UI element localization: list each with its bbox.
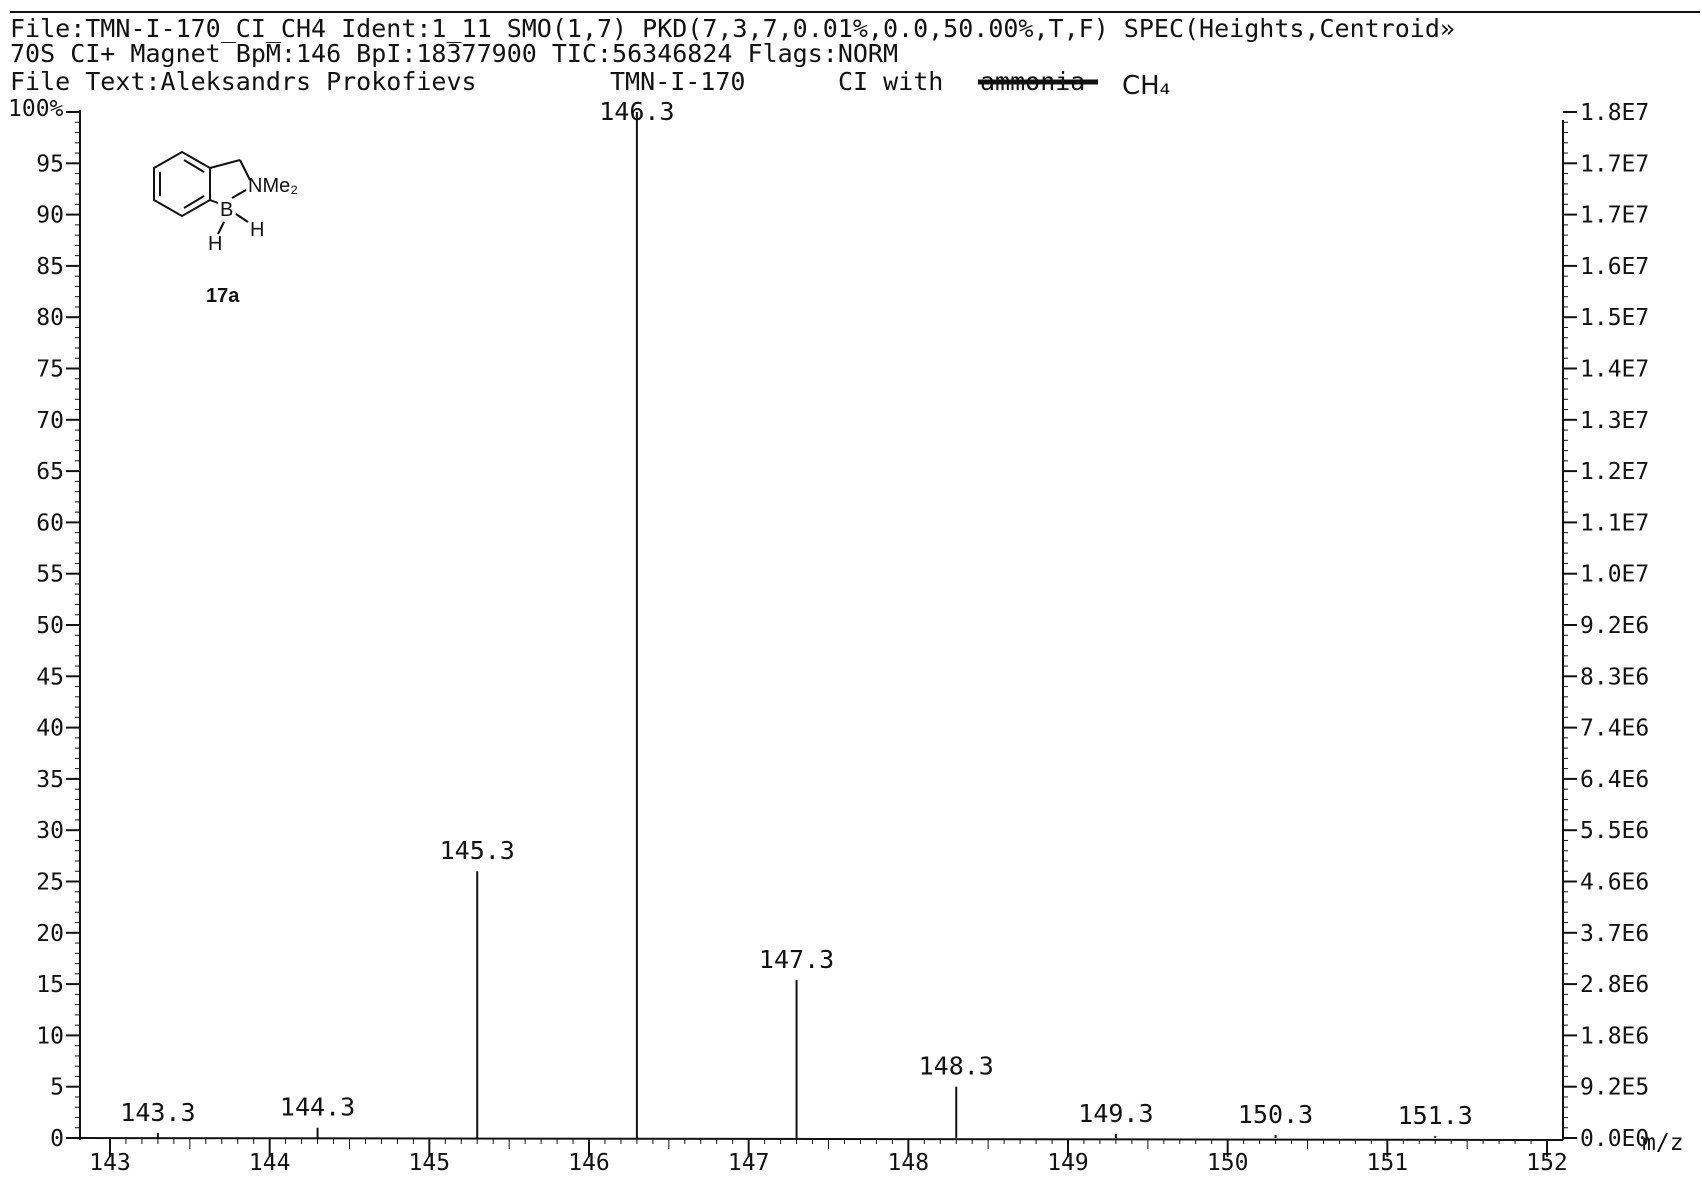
benzene-ring [153,150,211,218]
left-axis-tick-label: 75 [36,357,64,383]
x-axis-ticks: 143 144 145 146 147 148 149 150 151 152 [89,1139,1568,1176]
left-axis-tick-label: 15 [36,972,64,998]
right-axis-tick-label: 1.8E7 [1580,100,1649,126]
bn-bond [231,189,247,199]
left-axis-tick-label: 40 [36,716,64,742]
left-axis-tick-label: 85 [36,254,64,280]
x-axis [79,1137,1564,1141]
boron-label: B [220,199,233,221]
right-axis-tick-label: 8.3E6 [1580,664,1649,690]
peak-label: 143.3 [120,1098,195,1127]
cb-bond [209,199,219,204]
header-handwritten-reagent: CH₄ [1122,71,1170,101]
x-axis-tick-label: 146 [568,1150,610,1176]
header-line-2: 70S CI+ Magnet BpM:146 BpI:18377900 TIC:… [10,39,898,68]
x-axis-tick-label: 152 [1526,1150,1568,1176]
hydrogen-label: H [250,219,264,241]
right-axis-tick-label: 9.2E6 [1580,613,1649,639]
peak-label: 149.3 [1078,1099,1153,1128]
spectrum-peaks: 143.3 144.3 145.3 146.3 147.3 148.3 149.3 150.3… [120,97,1473,1138]
x-axis-tick-label: 148 [888,1150,930,1176]
aromatic-double-bond [183,195,205,209]
right-axis-tick-label: 1.6E7 [1580,254,1649,280]
right-axis-tick-label: 1.5E7 [1580,305,1649,331]
peak-label: 147.3 [759,945,834,974]
cn-bond [239,159,251,181]
peak-label: 144.3 [280,1093,355,1122]
header-line-1: File:TMN-I-170_CI_CH4 Ident:1_11 SMO(1,7… [10,14,1455,43]
left-axis-tick-label: 25 [36,870,64,896]
header-sample-id: TMN-I-170 [610,67,745,96]
x-axis-label: m/z [1642,1130,1684,1156]
hydrogen-label: H [208,233,222,255]
peak-label: 148.3 [919,1052,994,1081]
right-axis-tick-label: 1.7E7 [1580,203,1649,229]
peak-label: 151.3 [1398,1101,1473,1130]
compound-label: 17a [206,285,240,307]
left-axis-tick-label: 80 [36,305,64,331]
left-axis-tick-label: 60 [36,510,64,536]
left-axis-tick-label: 95 [36,151,64,177]
right-axis-tick-label: 1.0E7 [1580,562,1649,588]
right-axis-tick-label: 9.2E5 [1580,1075,1649,1101]
x-axis-tick-label: 143 [89,1150,131,1176]
left-axis-tick-label: 65 [36,459,64,485]
left-axis-tick-label: 45 [36,664,64,690]
aromatic-double-bond [183,159,205,173]
x-axis-tick-label: 149 [1047,1150,1089,1176]
peak-label: 145.3 [440,836,515,865]
right-axis-tick-label: 1.1E7 [1580,510,1649,536]
left-axis-tick-label: 90 [36,203,64,229]
nme2-label: NMe₂ [248,175,298,197]
right-axis-tick-label: 4.6E6 [1580,870,1649,896]
peak-label: 150.3 [1238,1100,1313,1129]
left-axis-tick-label: 20 [36,921,64,947]
left-axis-tick-label: 0 [50,1126,64,1152]
right-axis-tick-label: 1.8E6 [1580,1023,1649,1049]
right-axis-tick-label: 1.2E7 [1580,459,1649,485]
right-axis-tick-label: 6.4E6 [1580,767,1649,793]
left-axis-tick-label: 70 [36,408,64,434]
right-axis-tick-label: 3.7E6 [1580,921,1649,947]
y-axis-top-label: 100% [8,96,64,122]
x-axis-tick-label: 151 [1367,1150,1409,1176]
header-ci-with: CI with [838,67,943,96]
bh-bond [235,213,249,223]
peak-label: 146.3 [599,97,674,126]
right-axis-ticks: 0.0E0 9.2E5 1.8E6 2.8E6 3.7E6 4.6E6 5.5E6 6.4E6… [1563,100,1649,1152]
left-axis-tick-label: 35 [36,767,64,793]
molecule-structure-17a: NMe₂ B H H 17a [153,150,298,307]
bh-bond [217,221,225,235]
right-axis-tick-label: 1.3E7 [1580,408,1649,434]
x-axis-tick-label: 144 [249,1150,291,1176]
x-axis-tick-label: 150 [1207,1150,1249,1176]
header-file-text: File Text:Aleksandrs Prokofievs [10,67,477,96]
right-axis-tick-label: 1.4E7 [1580,357,1649,383]
left-axis-tick-label: 30 [36,818,64,844]
x-axis-tick-label: 145 [409,1150,451,1176]
x-axis-tick-label: 147 [728,1150,770,1176]
left-axis-tick-label: 10 [36,1023,64,1049]
right-axis-tick-label: 0.0E0 [1580,1126,1649,1152]
left-axis-tick-label: 5 [50,1075,64,1101]
left-axis-ticks: 0 5 10 15 20 25 30 35 40 45 50 55 60 65 70 75 80 85 90 95 [36,111,80,1152]
left-axis-tick-label: 55 [36,562,64,588]
right-axis-tick-label: 7.4E6 [1580,716,1649,742]
right-axis-tick-label: 2.8E6 [1580,972,1649,998]
right-axis-tick-label: 1.7E7 [1580,151,1649,177]
ch2-bond [209,159,241,169]
right-axis-tick-label: 5.5E6 [1580,818,1649,844]
left-axis-tick-label: 50 [36,613,64,639]
